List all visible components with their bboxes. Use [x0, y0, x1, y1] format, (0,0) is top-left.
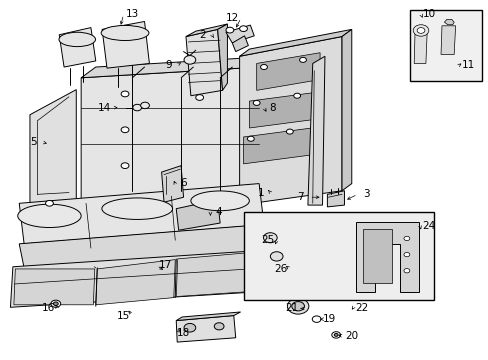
- Circle shape: [403, 269, 409, 273]
- Circle shape: [45, 201, 53, 206]
- Polygon shape: [217, 24, 227, 90]
- Circle shape: [121, 91, 129, 97]
- Polygon shape: [232, 36, 248, 51]
- Polygon shape: [59, 28, 96, 67]
- Text: 25: 25: [261, 235, 274, 245]
- Text: 4: 4: [215, 207, 222, 217]
- Circle shape: [183, 323, 195, 332]
- Text: 1: 1: [258, 188, 264, 198]
- Circle shape: [133, 104, 142, 111]
- Polygon shape: [30, 90, 76, 216]
- Circle shape: [403, 236, 409, 240]
- Polygon shape: [362, 229, 391, 283]
- Text: 14: 14: [98, 103, 111, 113]
- Circle shape: [412, 25, 428, 36]
- Text: 22: 22: [354, 303, 367, 314]
- Polygon shape: [176, 316, 235, 342]
- Polygon shape: [14, 269, 95, 305]
- Text: 15: 15: [117, 311, 130, 320]
- Ellipse shape: [190, 191, 249, 211]
- Ellipse shape: [59, 32, 95, 46]
- Circle shape: [53, 302, 58, 306]
- Circle shape: [333, 333, 337, 336]
- Polygon shape: [10, 250, 268, 307]
- Circle shape: [299, 57, 306, 62]
- Polygon shape: [327, 191, 344, 207]
- Text: 6: 6: [180, 178, 186, 188]
- Polygon shape: [81, 67, 259, 202]
- Text: 20: 20: [345, 331, 358, 341]
- Circle shape: [253, 100, 260, 105]
- Circle shape: [416, 28, 424, 33]
- Circle shape: [247, 136, 254, 141]
- Text: 11: 11: [461, 59, 474, 69]
- Circle shape: [214, 323, 224, 330]
- Text: 10: 10: [423, 9, 435, 19]
- Text: 8: 8: [269, 103, 276, 113]
- Text: 21: 21: [285, 303, 298, 314]
- Polygon shape: [307, 56, 325, 205]
- Text: 5: 5: [30, 138, 37, 147]
- Polygon shape: [19, 184, 264, 244]
- Text: 3: 3: [363, 189, 369, 199]
- Polygon shape: [239, 30, 351, 56]
- Text: 13: 13: [125, 9, 139, 19]
- Polygon shape: [225, 25, 254, 43]
- Polygon shape: [249, 92, 317, 128]
- Polygon shape: [102, 22, 149, 68]
- Text: 19: 19: [323, 314, 336, 324]
- Circle shape: [286, 129, 293, 134]
- Circle shape: [195, 95, 203, 100]
- Polygon shape: [176, 200, 220, 230]
- Text: 9: 9: [165, 59, 172, 69]
- Text: 16: 16: [42, 303, 55, 314]
- Polygon shape: [176, 251, 267, 297]
- Text: 7: 7: [297, 192, 303, 202]
- Circle shape: [331, 332, 340, 338]
- Circle shape: [260, 64, 267, 69]
- Circle shape: [51, 300, 61, 307]
- Polygon shape: [161, 166, 183, 202]
- Text: 2: 2: [199, 30, 206, 40]
- Circle shape: [287, 298, 308, 314]
- Polygon shape: [355, 222, 418, 292]
- Circle shape: [263, 233, 277, 243]
- Polygon shape: [243, 128, 311, 164]
- Polygon shape: [259, 56, 273, 191]
- Circle shape: [225, 27, 233, 33]
- Circle shape: [141, 102, 149, 109]
- Circle shape: [270, 252, 283, 261]
- Polygon shape: [96, 260, 175, 305]
- Circle shape: [121, 127, 129, 133]
- Polygon shape: [341, 30, 351, 191]
- Polygon shape: [440, 26, 455, 54]
- Text: 12: 12: [225, 13, 239, 23]
- Polygon shape: [239, 37, 341, 205]
- Circle shape: [239, 26, 247, 32]
- Circle shape: [183, 55, 195, 64]
- Circle shape: [312, 316, 321, 322]
- Circle shape: [291, 302, 304, 311]
- Text: 24: 24: [421, 221, 434, 231]
- Ellipse shape: [18, 204, 81, 228]
- Polygon shape: [256, 53, 320, 90]
- Polygon shape: [185, 24, 227, 37]
- Polygon shape: [185, 30, 222, 96]
- Ellipse shape: [101, 26, 149, 41]
- Circle shape: [121, 163, 129, 168]
- Ellipse shape: [102, 198, 172, 220]
- Polygon shape: [176, 312, 240, 320]
- Circle shape: [293, 93, 300, 98]
- Text: 26: 26: [274, 264, 287, 274]
- Text: 17: 17: [159, 260, 172, 270]
- Bar: [243, 212, 433, 301]
- Polygon shape: [19, 225, 264, 268]
- Circle shape: [403, 252, 409, 257]
- Polygon shape: [444, 19, 453, 25]
- Bar: [409, 10, 482, 81]
- Polygon shape: [81, 56, 273, 78]
- Polygon shape: [413, 28, 427, 63]
- Text: 18: 18: [177, 328, 190, 338]
